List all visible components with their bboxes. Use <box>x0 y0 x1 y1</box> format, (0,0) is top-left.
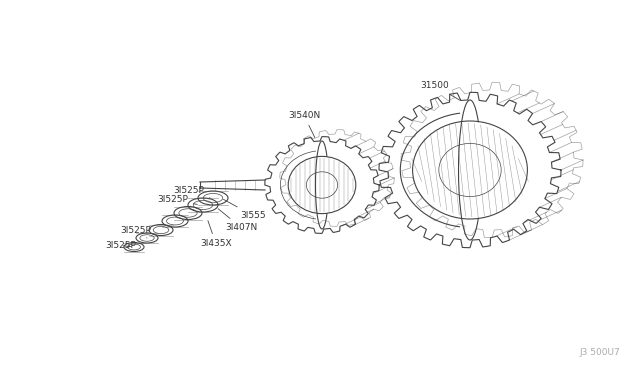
Text: 3I540N: 3I540N <box>288 111 320 138</box>
Text: 3I525P: 3I525P <box>105 241 136 250</box>
Text: 3I525P: 3I525P <box>157 195 197 205</box>
Text: 3I525P: 3I525P <box>173 186 210 198</box>
Text: 31500: 31500 <box>420 81 461 100</box>
Text: 3I407N: 3I407N <box>218 209 257 232</box>
Text: 3I525P: 3I525P <box>120 226 151 238</box>
Text: 3I435X: 3I435X <box>200 221 232 248</box>
Text: J3 500U7: J3 500U7 <box>579 348 620 357</box>
Text: 3I555: 3I555 <box>223 199 266 220</box>
